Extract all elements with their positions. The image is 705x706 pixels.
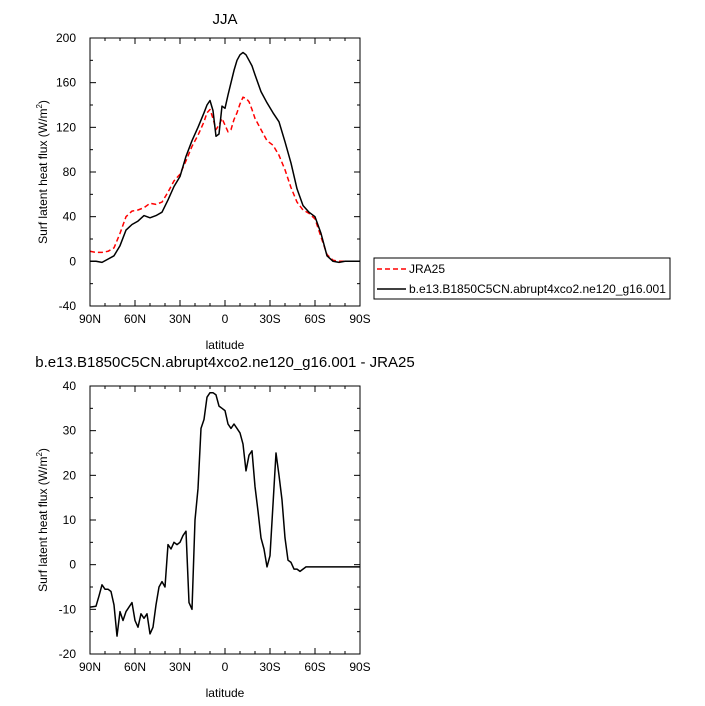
y-tick-label: 30 — [63, 424, 77, 438]
plot-frame — [89, 385, 361, 655]
x-tick-label: 60N — [124, 312, 146, 326]
y-tick-label: 200 — [56, 31, 76, 45]
y-tick-label: -10 — [59, 602, 77, 616]
y-axis-label: Surf latent heat flux (W/m2) — [35, 448, 50, 592]
y-tick-label: 120 — [56, 120, 76, 134]
y-tick-label: -20 — [59, 647, 77, 661]
series-line-1 — [90, 51, 360, 264]
chart-jja: JJA 90N 60N 30N 0 30S 60S 90S -40 0 40 80 120 160 20… — [35, 11, 671, 352]
chart-difference: b.e13.B1850C5CN.abrupt4xco2.ne120_g16.00… — [35, 354, 415, 700]
x-tick-label: 30N — [169, 312, 191, 326]
legend: JRA25 b.e13.B1850C5CN.abrupt4xco2.ne120_… — [373, 257, 671, 300]
y-tick-label: 20 — [63, 468, 77, 482]
y-tick-label: 80 — [63, 165, 77, 179]
legend-label-jra25: JRA25 — [409, 262, 445, 276]
y-tick-label: 10 — [63, 513, 77, 527]
x-tick-label: 90N — [79, 660, 101, 674]
x-axis-label: latitude — [206, 686, 245, 700]
y-axis-label: Surf latent heat flux (W/m2) — [35, 100, 50, 244]
x-tick-label: 0 — [222, 312, 229, 326]
y-tick-label: -40 — [59, 299, 77, 313]
chart-title: JJA — [212, 11, 237, 28]
y-tick-label: 40 — [63, 379, 77, 393]
legend-label-model: b.e13.B1850C5CN.abrupt4xco2.ne120_g16.00… — [409, 282, 666, 296]
y-tick-label: 0 — [69, 558, 76, 572]
y-tick-label: 40 — [63, 210, 77, 224]
chart-title: b.e13.B1850C5CN.abrupt4xco2.ne120_g16.00… — [35, 354, 414, 371]
x-axis-label: latitude — [206, 338, 245, 352]
series-line-0 — [89, 391, 360, 637]
x-tick-label: 90S — [349, 312, 370, 326]
x-tick-label: 0 — [222, 660, 229, 674]
x-tick-label: 90S — [349, 660, 370, 674]
series-line-0 — [89, 96, 360, 263]
plot-frame — [89, 37, 361, 307]
y-tick-label: 160 — [56, 76, 76, 90]
x-tick-label: 60S — [304, 312, 325, 326]
x-tick-label: 30S — [259, 312, 280, 326]
x-tick-label: 60S — [304, 660, 325, 674]
x-tick-label: 30S — [259, 660, 280, 674]
x-tick-label: 90N — [79, 312, 101, 326]
y-tick-label: 0 — [69, 254, 76, 268]
x-tick-label: 30N — [169, 660, 191, 674]
x-tick-label: 60N — [124, 660, 146, 674]
legend-box — [373, 257, 671, 300]
